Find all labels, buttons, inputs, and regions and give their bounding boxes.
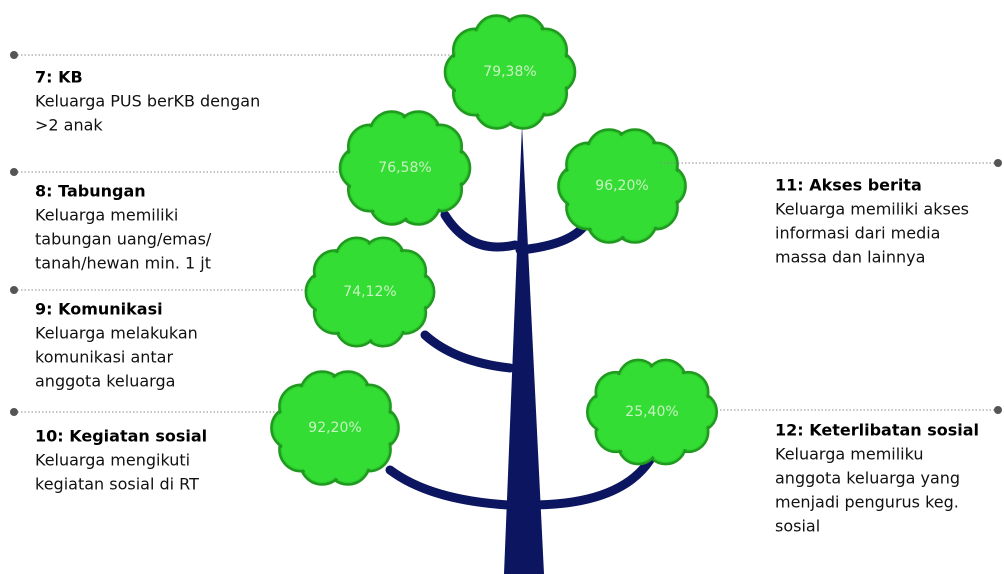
- infographic: 79,38% 7: KB Keluarga PUS berKB dengan >2 a…: [0, 0, 1004, 574]
- item-description: Keluarga mengikuti: [35, 451, 190, 470]
- leader-dot: [10, 286, 18, 294]
- cloud-value: 79,38%: [483, 64, 536, 80]
- leader-dot: [10, 408, 18, 416]
- cloud-value: 96,20%: [595, 178, 648, 194]
- item-description: anggota keluarga yang: [775, 469, 960, 488]
- item-title: 9: Komunikasi: [35, 300, 163, 319]
- leader-dot: [10, 168, 18, 176]
- item-description: >2 anak: [35, 116, 103, 135]
- cloud: 79,38%: [445, 16, 575, 129]
- item-title: 8: Tabungan: [35, 182, 146, 201]
- cloud: 25,40%: [587, 360, 717, 464]
- item-description: massa dan lainnya: [775, 248, 925, 267]
- branch: [390, 470, 508, 505]
- item-description: Keluarga memiliki: [35, 206, 178, 225]
- item-description: anggota keluarga: [35, 372, 175, 391]
- cloud-value: 76,58%: [378, 160, 431, 176]
- item-title: 11: Akses berita: [775, 176, 922, 195]
- item-description: kegiatan sosial di RT: [35, 475, 199, 494]
- item-title: 12: Keterlibatan sosial: [775, 421, 979, 440]
- cloud: 92,20%: [271, 372, 398, 485]
- item-description: Keluarga memiliki akses: [775, 200, 969, 219]
- branch: [530, 460, 650, 505]
- item-description: sosial: [775, 517, 820, 536]
- cloud: 96,20%: [558, 130, 685, 243]
- branch: [520, 225, 585, 250]
- cloud-value: 25,40%: [625, 404, 678, 420]
- item-description: Keluarga PUS berKB dengan: [35, 92, 260, 111]
- trunk: [504, 125, 544, 574]
- item-description: tanah/hewan min. 1 jt: [35, 254, 211, 273]
- item-description: menjadi pengurus keg.: [775, 493, 959, 512]
- item-description: Keluarga memiliku: [775, 445, 924, 464]
- item-title: 7: KB: [35, 68, 83, 87]
- branch: [425, 335, 510, 368]
- branch: [445, 215, 515, 247]
- item-description: Keluarga melakukan: [35, 324, 198, 343]
- cloud: 76,58%: [340, 112, 470, 225]
- item-description: komunikasi antar: [35, 348, 173, 367]
- cloud: 74,12%: [306, 238, 434, 347]
- leader-dot: [994, 406, 1002, 414]
- item-description: informasi dari media: [775, 224, 940, 243]
- cloud-value: 74,12%: [343, 284, 396, 300]
- item-description: tabungan uang/emas/: [35, 230, 212, 249]
- item-title: 10: Kegiatan sosial: [35, 427, 207, 446]
- cloud-value: 92,20%: [308, 420, 361, 436]
- leader-dot: [994, 159, 1002, 167]
- tree-diagram: 79,38% 7: KB Keluarga PUS berKB dengan >2 a…: [0, 0, 1004, 574]
- leader-dot: [10, 51, 18, 59]
